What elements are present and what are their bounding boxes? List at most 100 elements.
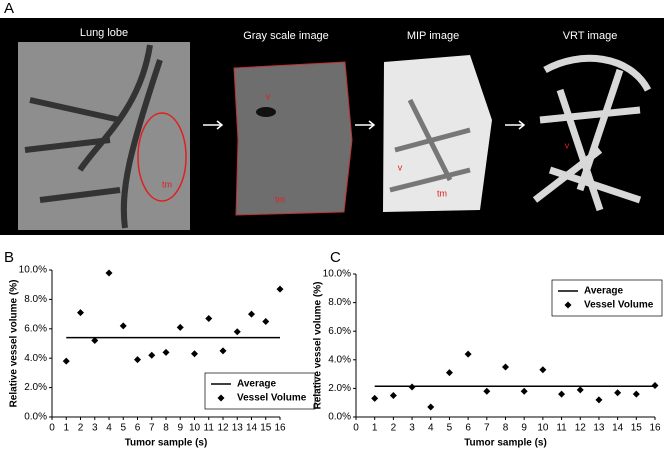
- legend-label: Average: [237, 379, 277, 390]
- legend-label: Vessel Volume: [237, 393, 307, 404]
- x-tick-label: 3: [92, 423, 98, 434]
- x-tick-label: 1: [63, 423, 69, 434]
- x-tick-label: 2: [78, 423, 84, 434]
- x-tick-label: 12: [217, 423, 229, 434]
- data-point: [77, 309, 84, 317]
- vessel-shape: [24, 44, 163, 229]
- y-axis-label: Relative vessel volume (%): [9, 280, 20, 408]
- x-tick-label: 16: [649, 423, 661, 434]
- x-tick-label: 9: [521, 423, 527, 434]
- x-tick-label: 10: [189, 423, 201, 434]
- x-tick-label: 11: [556, 423, 567, 434]
- legend-box: [551, 279, 663, 317]
- image-label: Lung lobe: [80, 27, 128, 39]
- data-point: [205, 315, 213, 323]
- x-tick-label: 5: [447, 423, 453, 434]
- x-tick-label: 3: [409, 423, 415, 434]
- x-tick-label: 14: [246, 423, 258, 434]
- y-tick-label: 10.0%: [323, 269, 351, 280]
- x-tick-label: 8: [503, 423, 509, 434]
- panel-letter: C: [330, 249, 341, 266]
- dark-region: [256, 107, 276, 117]
- data-point: [119, 322, 127, 330]
- annotation: tm: [437, 188, 447, 198]
- x-tick-label: 1: [372, 423, 378, 434]
- x-tick-label: 7: [484, 423, 490, 434]
- y-tick-label: 2.0%: [24, 382, 47, 393]
- data-point: [248, 310, 255, 318]
- x-tick-label: 15: [260, 423, 272, 434]
- data-point: [651, 382, 659, 390]
- x-tick-label: 0: [49, 423, 55, 434]
- annotation: v: [565, 140, 570, 150]
- legend-box: [204, 372, 316, 410]
- y-tick-label: 0.0%: [328, 412, 351, 423]
- x-tick-label: 10: [537, 423, 549, 434]
- data-point: [105, 269, 113, 277]
- x-tick-label: 14: [612, 423, 624, 434]
- data-point: [134, 356, 141, 364]
- legend-label: Average: [584, 286, 624, 297]
- data-point: [371, 394, 379, 402]
- x-tick-label: 8: [163, 423, 169, 434]
- annotation: v: [398, 162, 403, 172]
- data-point: [483, 387, 491, 395]
- data-point: [191, 350, 198, 358]
- x-tick-label: 4: [106, 423, 112, 434]
- tumor-outline: [137, 112, 187, 202]
- arrow: [203, 120, 224, 130]
- x-tick-label: 6: [465, 423, 471, 434]
- data-point: [558, 390, 566, 398]
- grayscale-image: [233, 61, 353, 216]
- x-tick-label: 16: [274, 423, 286, 434]
- data-point: [176, 323, 184, 331]
- image-label: Gray scale image: [243, 30, 329, 42]
- data-point: [408, 383, 416, 391]
- y-tick-label: 0.0%: [24, 412, 47, 423]
- data-point: [595, 396, 603, 404]
- data-point: [62, 357, 70, 365]
- image-label: MIP image: [407, 30, 459, 42]
- panel-letter: A: [4, 0, 14, 17]
- data-point: [389, 392, 397, 400]
- annotation: tm: [275, 194, 285, 204]
- image-label: VRT image: [563, 30, 618, 42]
- data-point: [148, 351, 156, 359]
- y-tick-label: 2.0%: [328, 383, 351, 394]
- y-tick-label: 8.0%: [328, 297, 351, 308]
- legend-label: Vessel Volume: [584, 300, 654, 311]
- x-tick-label: 7: [149, 423, 155, 434]
- x-tick-label: 6: [135, 423, 141, 434]
- data-point: [91, 337, 99, 345]
- x-axis-label: Tumor sample (s): [464, 438, 547, 449]
- arrow: [355, 120, 376, 130]
- arrow: [505, 120, 526, 130]
- data-point: [233, 328, 241, 336]
- x-tick-label: 13: [232, 423, 244, 434]
- x-tick-label: 9: [177, 423, 183, 434]
- y-axis-label: Relative vessel volume (%): [313, 282, 324, 410]
- y-tick-label: 4.0%: [328, 354, 351, 365]
- x-tick-label: 15: [631, 423, 643, 434]
- data-point: [427, 403, 435, 411]
- x-tick-label: 2: [391, 423, 397, 434]
- y-tick-label: 4.0%: [24, 353, 47, 364]
- x-tick-label: 0: [353, 423, 359, 434]
- data-point: [219, 347, 227, 355]
- y-tick-label: 6.0%: [24, 323, 47, 334]
- data-point: [464, 350, 472, 358]
- data-point: [539, 366, 547, 374]
- data-point: [614, 389, 622, 397]
- data-point: [520, 387, 528, 395]
- x-axis-label: Tumor sample (s): [125, 438, 208, 449]
- x-tick-label: 5: [120, 423, 126, 434]
- x-tick-label: 13: [593, 423, 605, 434]
- y-tick-label: 8.0%: [24, 294, 47, 305]
- data-point: [576, 386, 584, 394]
- x-tick-label: 4: [428, 423, 434, 434]
- data-point: [502, 363, 509, 371]
- data-point: [445, 369, 453, 377]
- x-tick-label: 12: [575, 423, 587, 434]
- data-point: [632, 390, 640, 398]
